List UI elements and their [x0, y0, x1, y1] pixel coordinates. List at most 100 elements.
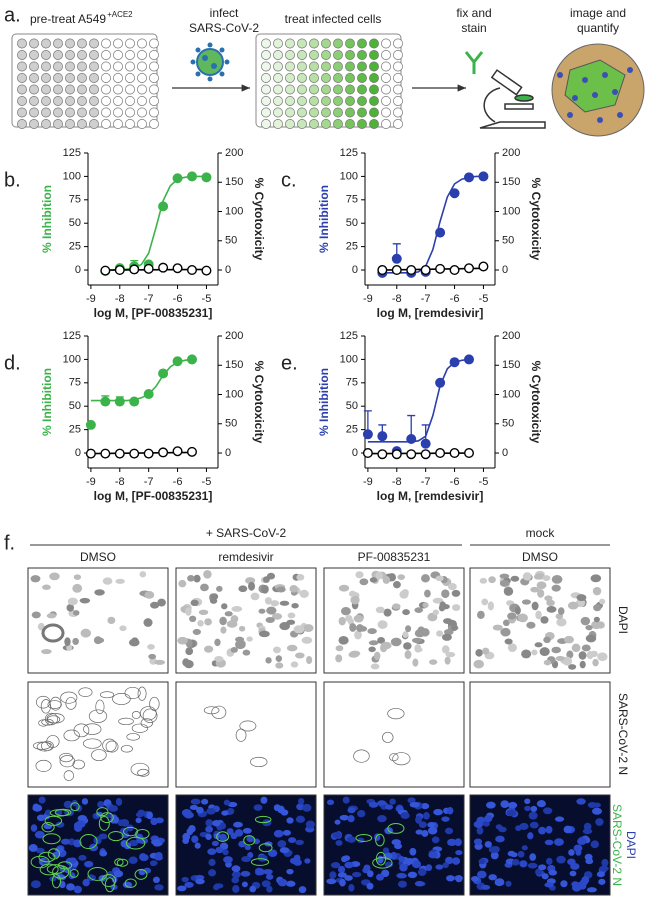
- cytotoxicity-point: [406, 265, 417, 276]
- nucleus: [530, 586, 540, 593]
- nucleus: [488, 874, 497, 881]
- y-axis-label: % Inhibition: [317, 368, 331, 436]
- nucleus: [500, 800, 510, 808]
- well: [77, 50, 87, 60]
- well: [393, 96, 403, 106]
- well: [125, 119, 135, 129]
- nucleus: [186, 828, 194, 836]
- y2-tick-label: 0: [502, 264, 508, 276]
- inhibition-point: [158, 201, 169, 212]
- cytotoxicity-point: [391, 449, 402, 460]
- nucleus: [306, 656, 313, 665]
- well: [309, 73, 319, 83]
- stain-outline: [63, 729, 80, 742]
- micrograph: [175, 794, 317, 896]
- well: [137, 119, 147, 129]
- inhibition-point: [186, 171, 197, 182]
- nucleus: [198, 609, 209, 616]
- nucleus: [425, 864, 433, 872]
- infected-cell: [243, 835, 256, 846]
- y-tick-label: 125: [63, 330, 81, 342]
- stain-outline: [239, 720, 257, 732]
- cytotoxicity-point: [100, 265, 111, 276]
- nucleus: [385, 804, 394, 810]
- infected-cell: [125, 836, 146, 850]
- column-label: PF-00835231: [358, 550, 431, 564]
- well: [297, 107, 307, 118]
- stain-outline: [126, 733, 140, 741]
- well: [65, 61, 75, 72]
- well: [381, 38, 391, 49]
- stain-outline: [124, 686, 141, 700]
- well: [65, 38, 75, 49]
- well: [77, 38, 87, 49]
- nucleus: [473, 838, 483, 845]
- nucleus: [543, 659, 552, 666]
- well: [345, 50, 355, 60]
- nucleus: [510, 575, 520, 582]
- nucleus: [428, 851, 438, 859]
- well: [333, 107, 343, 118]
- well: [297, 50, 307, 60]
- well: [381, 73, 391, 83]
- nucleus: [451, 589, 461, 597]
- well: [369, 73, 379, 83]
- nucleus: [68, 872, 76, 880]
- stain-outline: [63, 770, 75, 781]
- nucleus: [291, 603, 299, 609]
- nucleus: [240, 870, 251, 877]
- nucleus: [102, 577, 113, 585]
- well: [321, 73, 331, 83]
- nucleus: [335, 654, 343, 663]
- nucleus: [479, 577, 488, 584]
- x-tick-label: -8: [392, 293, 402, 305]
- well: [333, 50, 343, 60]
- nucleus: [398, 855, 405, 863]
- nucleus: [177, 885, 187, 892]
- nucleus: [214, 638, 221, 647]
- nucleus: [182, 837, 189, 844]
- well: [113, 84, 123, 95]
- infected-cell: [124, 878, 137, 888]
- nucleus: [187, 575, 195, 582]
- cytotoxicity-point: [478, 261, 489, 272]
- y-tick-label: 25: [69, 241, 81, 253]
- nucleus: [531, 601, 539, 611]
- well: [333, 84, 343, 95]
- nucleus: [73, 885, 82, 894]
- well: [393, 38, 403, 49]
- nucleus: [282, 829, 291, 836]
- nucleus: [196, 806, 204, 814]
- nucleus: [446, 875, 455, 882]
- nucleus: [528, 811, 538, 820]
- y2-axis-label: % Cytotoxicity: [529, 361, 543, 444]
- stain-outline: [140, 706, 157, 721]
- nucleus: [529, 853, 537, 861]
- y-tick-label: 50: [69, 217, 81, 229]
- well: [333, 96, 343, 106]
- infected-cell: [104, 877, 115, 893]
- cytotoxicity-point: [377, 265, 388, 276]
- stain-outline: [105, 740, 119, 753]
- nucleus: [356, 624, 364, 632]
- nucleus: [517, 613, 528, 623]
- nucleus: [380, 804, 387, 810]
- well: [53, 61, 63, 72]
- nucleus: [554, 838, 564, 846]
- y-tick-label: 25: [69, 424, 81, 436]
- well: [89, 73, 99, 83]
- well: [29, 61, 39, 72]
- inhibition-point: [420, 438, 431, 449]
- well: [369, 107, 379, 118]
- nucleus: [235, 636, 245, 643]
- nucleus: [214, 655, 224, 662]
- nucleus: [115, 797, 123, 806]
- nucleus: [183, 811, 194, 819]
- y2-axis-label: % Cytotoxicity: [529, 178, 543, 261]
- nucleus: [280, 809, 289, 816]
- y-tick-label: 100: [340, 170, 358, 182]
- nucleus: [231, 871, 241, 878]
- nucleus: [80, 628, 92, 638]
- infected-cell: [108, 831, 124, 842]
- nucleus: [200, 583, 209, 592]
